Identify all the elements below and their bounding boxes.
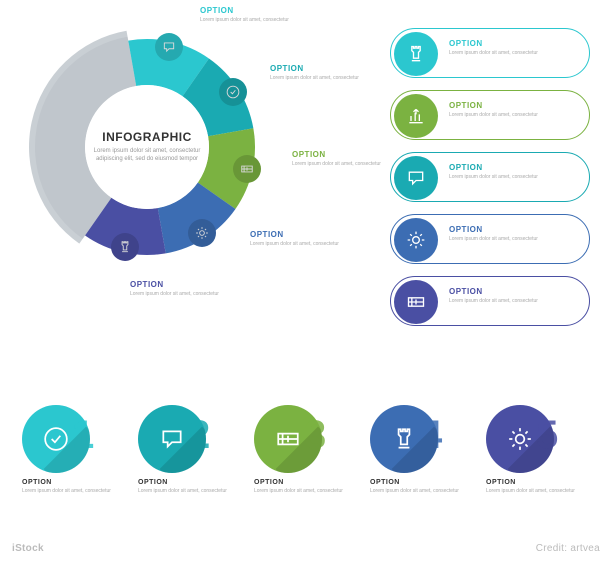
donut-badge — [188, 219, 216, 247]
pill-item: OPTION Lorem ipsum dolor sit amet, conse… — [390, 276, 590, 326]
pill-desc: Lorem ipsum dolor sit amet, consectetur — [449, 236, 577, 243]
donut-desc: Lorem ipsum dolor sit amet, consectetur … — [82, 148, 212, 164]
step-title: OPTION — [486, 479, 590, 486]
donut-callout: OPTION Lorem ipsum dolor sit amet, conse… — [130, 280, 250, 298]
watermark-left: iStock — [12, 543, 44, 554]
pill-title: OPTION — [449, 163, 577, 172]
chat-icon — [394, 156, 438, 200]
step-item: 5 OPTION Lorem ipsum dolor sit amet, con… — [486, 405, 590, 495]
step-desc: Lorem ipsum dolor sit amet, consectetur — [138, 488, 228, 495]
pill-text: OPTION Lorem ipsum dolor sit amet, conse… — [449, 163, 577, 181]
step-title: OPTION — [22, 479, 126, 486]
callout-desc: Lorem ipsum dolor sit amet, consectetur — [270, 75, 390, 82]
callout-desc: Lorem ipsum dolor sit amet, consectetur — [250, 241, 370, 248]
callout-title: OPTION — [270, 64, 390, 73]
watermark-right: Credit: artvea — [536, 543, 600, 554]
donut-title: INFOGRAPHIC — [82, 130, 212, 144]
callout-desc: Lorem ipsum dolor sit amet, consectetur — [130, 291, 250, 298]
pill-title: OPTION — [449, 287, 577, 296]
step-item: 2 OPTION Lorem ipsum dolor sit amet, con… — [138, 405, 242, 495]
donut-center: INFOGRAPHIC Lorem ipsum dolor sit amet, … — [82, 130, 212, 164]
step-item: 1 OPTION Lorem ipsum dolor sit amet, con… — [22, 405, 126, 495]
step-title: OPTION — [254, 479, 358, 486]
money-icon — [394, 280, 438, 324]
pill-text: OPTION Lorem ipsum dolor sit amet, conse… — [449, 287, 577, 305]
pill-list: OPTION Lorem ipsum dolor sit amet, conse… — [390, 28, 590, 338]
callout-title: OPTION — [130, 280, 250, 289]
rook-icon — [394, 32, 438, 76]
pill-item: OPTION Lorem ipsum dolor sit amet, conse… — [390, 90, 590, 140]
donut-callout: OPTION Lorem ipsum dolor sit amet, conse… — [270, 64, 390, 82]
pill-text: OPTION Lorem ipsum dolor sit amet, conse… — [449, 39, 577, 57]
pill-text: OPTION Lorem ipsum dolor sit amet, conse… — [449, 225, 577, 243]
donut-callout: OPTION Lorem ipsum dolor sit amet, conse… — [250, 230, 370, 248]
step-item: 4 OPTION Lorem ipsum dolor sit amet, con… — [370, 405, 474, 495]
donut-badge — [111, 233, 139, 261]
steps-row: 1 OPTION Lorem ipsum dolor sit amet, con… — [22, 405, 590, 495]
pill-item: OPTION Lorem ipsum dolor sit amet, conse… — [390, 152, 590, 202]
step-item: 3 OPTION Lorem ipsum dolor sit amet, con… — [254, 405, 358, 495]
step-desc: Lorem ipsum dolor sit amet, consectetur — [22, 488, 112, 495]
gear-icon — [394, 218, 438, 262]
callout-title: OPTION — [250, 230, 370, 239]
donut-callout: OPTION Lorem ipsum dolor sit amet, conse… — [200, 6, 320, 24]
step-desc: Lorem ipsum dolor sit amet, consectetur — [254, 488, 344, 495]
pill-desc: Lorem ipsum dolor sit amet, consectetur — [449, 50, 577, 57]
pill-item: OPTION Lorem ipsum dolor sit amet, conse… — [390, 214, 590, 264]
donut-badge — [233, 155, 261, 183]
pill-item: OPTION Lorem ipsum dolor sit amet, conse… — [390, 28, 590, 78]
callout-desc: Lorem ipsum dolor sit amet, consectetur — [200, 17, 320, 24]
step-desc: Lorem ipsum dolor sit amet, consectetur — [370, 488, 460, 495]
callout-title: OPTION — [200, 6, 320, 15]
step-title: OPTION — [138, 479, 242, 486]
pill-title: OPTION — [449, 101, 577, 110]
chart-icon — [394, 94, 438, 138]
pill-desc: Lorem ipsum dolor sit amet, consectetur — [449, 174, 577, 181]
pill-desc: Lorem ipsum dolor sit amet, consectetur — [449, 298, 577, 305]
donut-chart: INFOGRAPHIC Lorem ipsum dolor sit amet, … — [22, 22, 272, 272]
pill-desc: Lorem ipsum dolor sit amet, consectetur — [449, 112, 577, 119]
step-desc: Lorem ipsum dolor sit amet, consectetur — [486, 488, 576, 495]
donut-badge — [219, 78, 247, 106]
pill-text: OPTION Lorem ipsum dolor sit amet, conse… — [449, 101, 577, 119]
pill-title: OPTION — [449, 225, 577, 234]
step-title: OPTION — [370, 479, 474, 486]
pill-title: OPTION — [449, 39, 577, 48]
